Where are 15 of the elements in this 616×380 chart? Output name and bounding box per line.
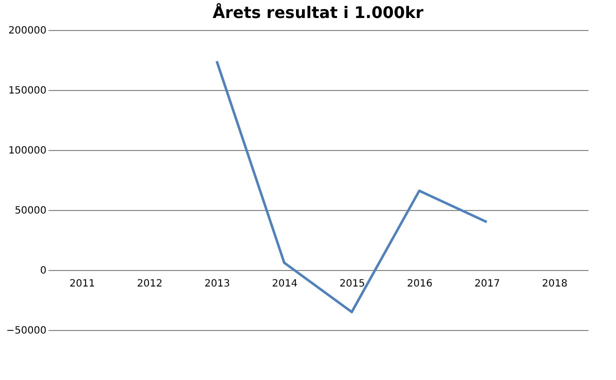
x-tick-label: 2011 [70,278,95,290]
x-tick-label: 2017 [474,278,500,290]
x-tick-label: 2012 [137,278,162,290]
y-tick-label: 50000 [14,206,46,216]
y-tick-label: 150000 [8,86,46,96]
y-tick-label: 200000 [8,26,46,36]
y-tick-label: 0 [40,266,46,276]
x-tick-label: 2013 [204,278,230,290]
x-tick-label: 2014 [272,278,298,290]
y-tick-label: −50000 [6,326,46,336]
x-tick-label: 2015 [340,278,365,290]
x-tick-label: 2016 [407,278,432,290]
chart-title: Årets resultat i 1.000kr [212,3,424,22]
y-tick-label: 100000 [8,146,46,156]
x-tick-label: 2018 [542,278,568,290]
